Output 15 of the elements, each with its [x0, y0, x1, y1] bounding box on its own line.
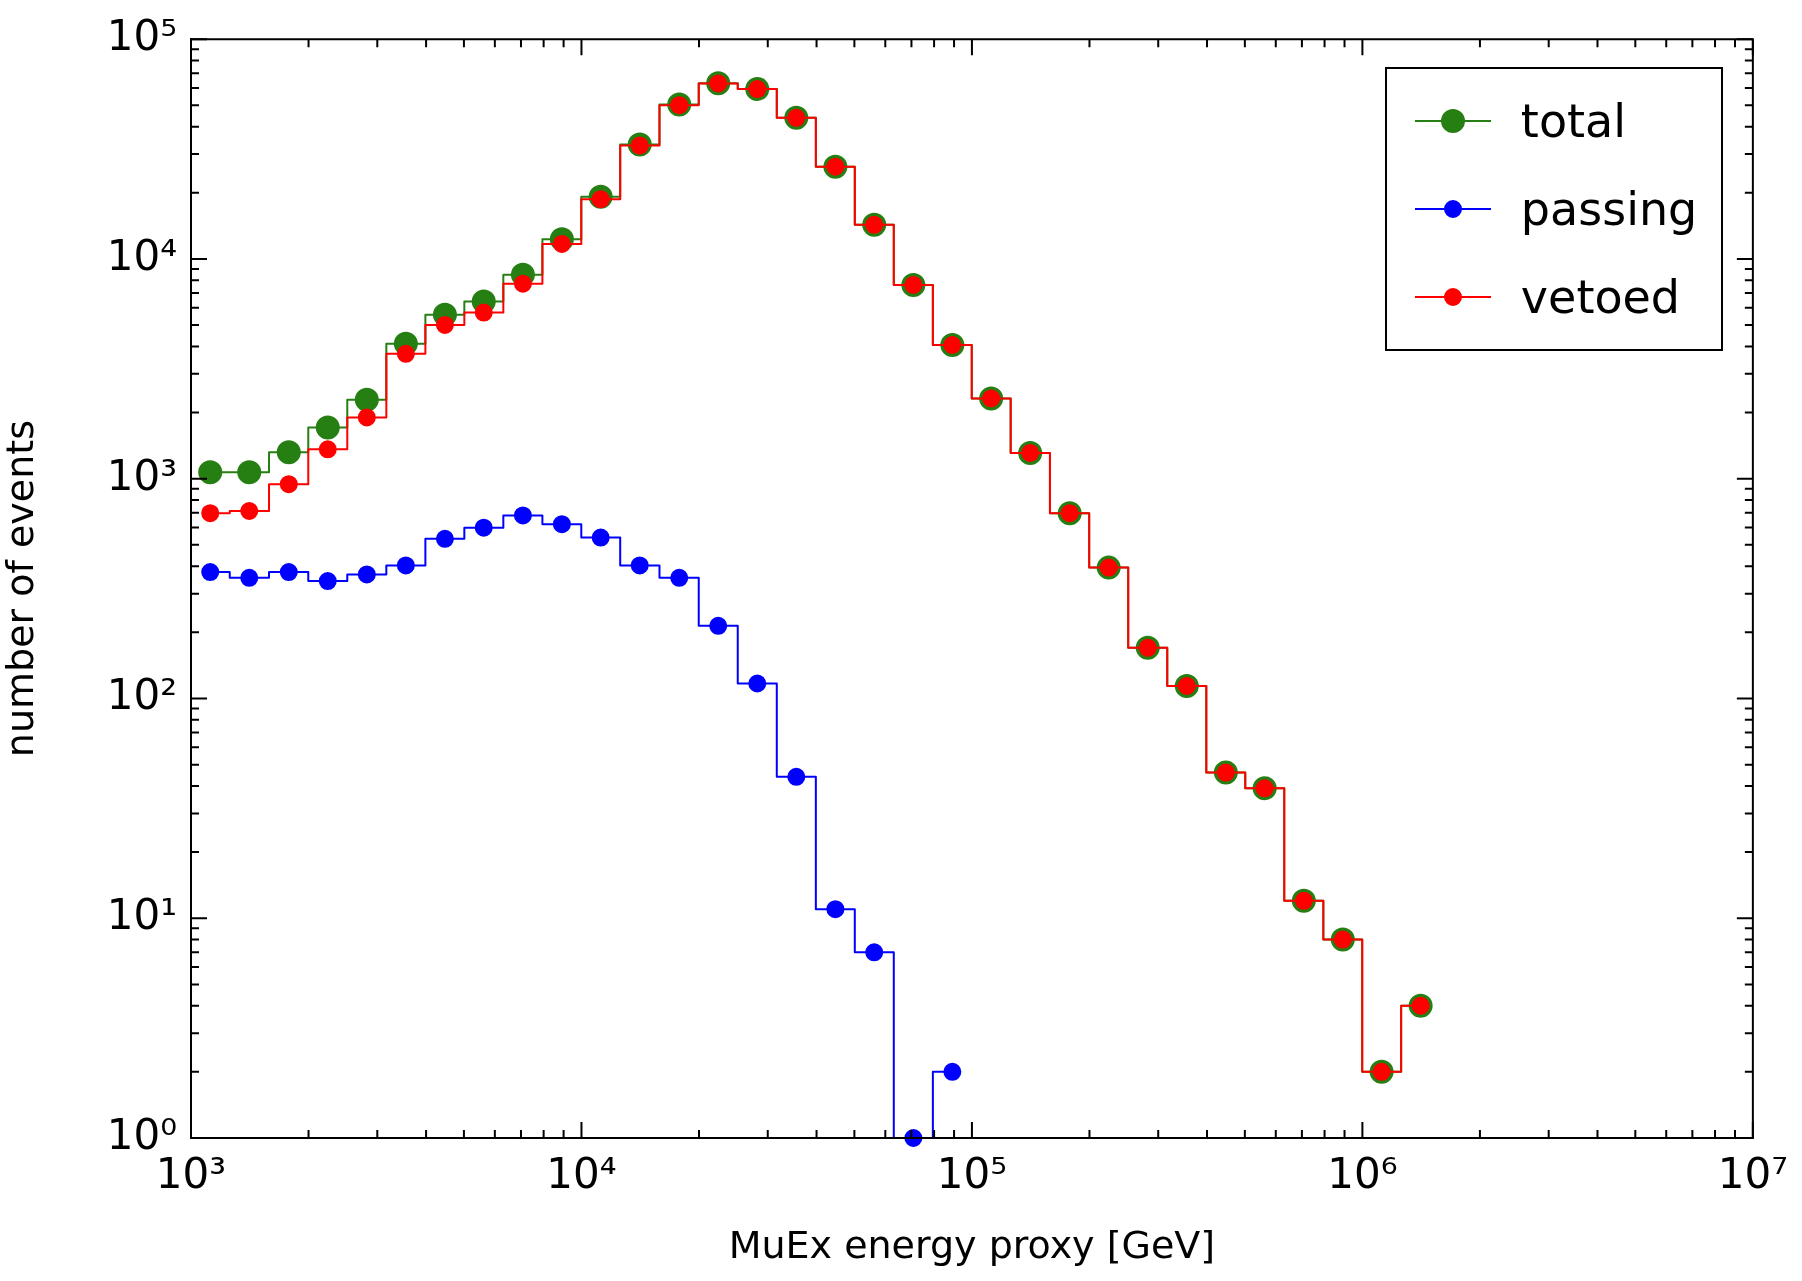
- y-tick-label: 10⁴: [106, 230, 177, 280]
- y-tick-label: 10²: [106, 670, 177, 720]
- legend-label: passing: [1520, 182, 1698, 237]
- y-tick-label: 10³: [106, 450, 177, 500]
- y-tick-label: 10¹: [106, 890, 177, 940]
- y-tick-label: 10⁵: [106, 11, 177, 61]
- legend-label: vetoed: [1520, 270, 1681, 325]
- x-tick-label: 10⁶: [1327, 1149, 1398, 1199]
- legend-label: total: [1520, 94, 1627, 149]
- x-tick-label: 10⁴: [546, 1149, 617, 1199]
- x-axis-title: MuEx energy proxy [GeV]: [728, 1223, 1216, 1268]
- y-axis-title: number of events: [0, 420, 42, 758]
- x-tick-label: 10⁵: [936, 1149, 1008, 1199]
- x-tick-label: 10³: [155, 1149, 227, 1199]
- x-tick-label: 10⁷: [1717, 1149, 1788, 1199]
